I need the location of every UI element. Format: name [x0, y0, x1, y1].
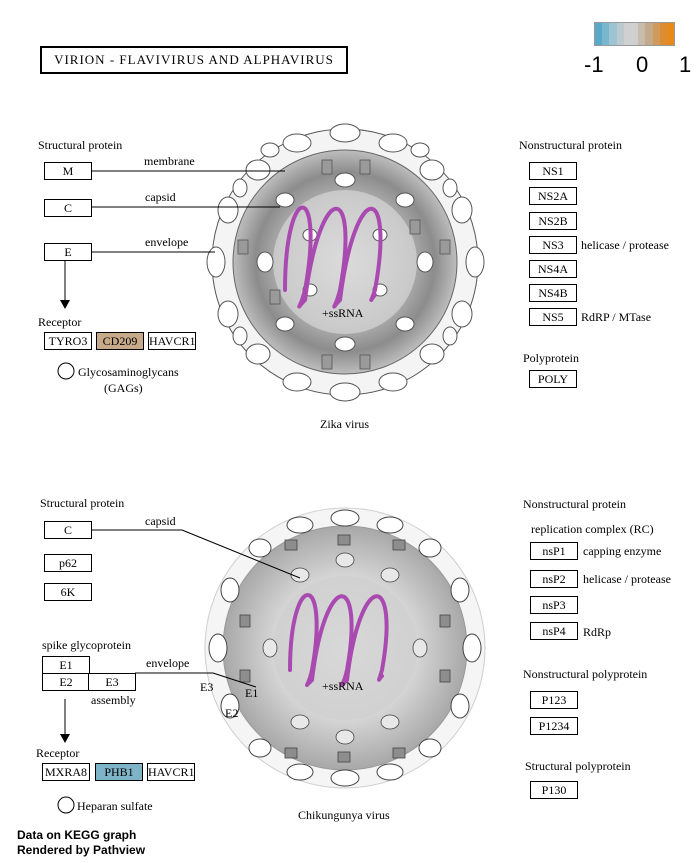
gags-label: Glycosaminoglycans: [78, 365, 179, 379]
gene-node-p123[interactable]: P123: [530, 691, 578, 709]
legend-cell: [623, 23, 631, 45]
heparan-node-icon: [57, 796, 75, 814]
heparan-label: Heparan sulfate: [77, 799, 153, 813]
legend-label-min: -1: [584, 52, 604, 77]
gene-node-6k[interactable]: 6K: [44, 583, 92, 601]
legend-cell: [595, 23, 603, 45]
color-scale-legend: [594, 22, 676, 46]
gene-node-c-chik[interactable]: C: [44, 521, 92, 539]
gene-node-ns2a[interactable]: NS2A: [529, 187, 577, 205]
s-polyprotein-heading: Structural polyprotein: [525, 759, 631, 773]
spike-glycoprotein-heading: spike glycoprotein: [42, 638, 131, 652]
zika-nonstructural-heading: Nonstructural protein: [519, 138, 622, 152]
chik-ssrna-label: +ssRNA: [322, 679, 364, 693]
zika-virion: [206, 123, 485, 402]
gene-node-p1234[interactable]: P1234: [530, 717, 578, 735]
gene-node-p62[interactable]: p62: [44, 554, 92, 572]
gene-node-havcr1[interactable]: HAVCR1: [148, 332, 196, 350]
ns5-description: RdRP / MTase: [581, 310, 652, 324]
gene-node-cd209[interactable]: CD209: [96, 332, 144, 350]
e2-marker-label: E2: [225, 706, 239, 720]
zika-virus-label: Zika virus: [320, 417, 369, 431]
ns-polyprotein-heading: Nonstructural polyprotein: [523, 667, 648, 681]
gags-node-icon: [57, 362, 75, 380]
envelope-label: envelope: [145, 235, 189, 249]
chik-structural-heading: Structural protein: [40, 496, 125, 510]
e3-marker-label: E3: [200, 680, 214, 694]
chik-capsid-label: capsid: [145, 514, 176, 528]
gene-node-e[interactable]: E: [44, 243, 92, 261]
gene-node-phb1[interactable]: PHB1: [95, 763, 143, 781]
gene-node-e1[interactable]: E1: [42, 656, 90, 674]
gene-node-c[interactable]: C: [44, 199, 92, 217]
gene-node-ns4b[interactable]: NS4B: [529, 284, 577, 302]
diagram-title: VIRION - FLAVIVIRUS AND ALPHAVIRUS: [40, 46, 348, 74]
ns3-description: helicase / protease: [581, 238, 669, 252]
polyprotein-heading: Polyprotein: [523, 351, 579, 365]
legend-cell: [652, 23, 660, 45]
gene-node-poly[interactable]: POLY: [529, 370, 577, 388]
legend-cell: [666, 23, 675, 45]
gags-abbr-label: (GAGs): [104, 381, 143, 395]
gene-node-m[interactable]: M: [44, 162, 92, 180]
gene-node-havcr1-chik[interactable]: HAVCR1: [147, 763, 195, 781]
chik-receptor-heading: Receptor: [36, 746, 80, 760]
ssrna-spiral: [283, 205, 383, 309]
legend-cell: [609, 23, 617, 45]
ssrna-label: +ssRNA: [322, 306, 364, 320]
legend-cell: [638, 23, 646, 45]
zika-receptor-heading: Receptor: [38, 315, 82, 329]
chikungunya-virion: [204, 507, 486, 789]
gene-node-p130[interactable]: P130: [530, 781, 578, 799]
legend-cell: [602, 23, 610, 45]
gene-node-nsp3[interactable]: nsP3: [530, 596, 578, 614]
ssrna-spiral: [288, 593, 389, 688]
legend-cell: [630, 23, 639, 45]
gene-node-ns5[interactable]: NS5: [529, 308, 577, 326]
nsp4-description: RdRp: [583, 625, 612, 639]
gene-node-nsp2[interactable]: nsP2: [530, 570, 578, 588]
gene-node-e3[interactable]: E3: [88, 673, 136, 691]
legend-label-mid: 0: [636, 52, 649, 77]
gene-node-e2[interactable]: E2: [42, 673, 90, 691]
gene-node-tyro3[interactable]: TYRO3: [44, 332, 92, 350]
nsp2-description: helicase / protease: [583, 572, 671, 586]
assembly-label: assembly: [91, 693, 136, 707]
gene-node-ns4a[interactable]: NS4A: [529, 260, 577, 278]
chik-nonstructural-heading: Nonstructural protein: [523, 497, 626, 511]
legend-cell: [645, 23, 653, 45]
gene-node-nsp1[interactable]: nsP1: [530, 542, 578, 560]
legend-cell: [616, 23, 624, 45]
gene-node-nsp4[interactable]: nsP4: [530, 622, 578, 640]
legend-label-max: 1: [679, 52, 692, 77]
gene-node-ns3[interactable]: NS3: [529, 236, 577, 254]
membrane-label: membrane: [144, 154, 195, 168]
gene-node-ns1[interactable]: NS1: [529, 162, 577, 180]
rc-heading: replication complex (RC): [531, 522, 654, 536]
footer-data-source: Data on KEGG graph: [17, 828, 137, 842]
footer-renderer: Rendered by Pathview: [17, 843, 146, 857]
chik-envelope-label: envelope: [146, 656, 190, 670]
zika-structural-heading: Structural protein: [38, 138, 123, 152]
gene-node-ns2b[interactable]: NS2B: [529, 212, 577, 230]
chik-virus-label: Chikungunya virus: [298, 808, 390, 822]
nsp1-description: capping enzyme: [583, 544, 662, 558]
e1-marker-label: E1: [245, 686, 259, 700]
gene-node-mxra8[interactable]: MXRA8: [42, 763, 90, 781]
capsid-label: capsid: [145, 190, 176, 204]
legend-cell: [659, 23, 667, 45]
